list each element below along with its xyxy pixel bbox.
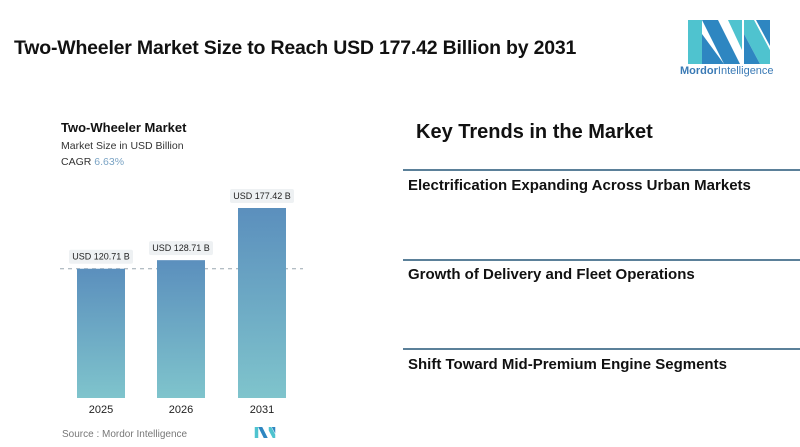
bar-2031 xyxy=(238,208,286,398)
trend-item: Electrification Expanding Across Urban M… xyxy=(408,177,751,194)
data-label-bg xyxy=(230,189,294,203)
mordor-intelligence-logo xyxy=(688,20,770,64)
trend-item: Shift Toward Mid-Premium Engine Segments xyxy=(408,356,727,373)
bar-2026 xyxy=(157,260,205,398)
divider xyxy=(403,169,800,171)
x-tick-label: 2031 xyxy=(250,404,274,416)
page-title: Two-Wheeler Market Size to Reach USD 177… xyxy=(14,37,577,59)
source-note: Source : Mordor Intelligence xyxy=(62,429,188,440)
trend-item: Growth of Delivery and Fleet Operations xyxy=(408,266,695,283)
data-label-bg xyxy=(69,249,133,264)
data-label: USD 177.42 B xyxy=(233,191,291,201)
chart-title: Two-Wheeler Market xyxy=(61,120,187,135)
x-tick-label: 2026 xyxy=(169,404,193,416)
data-label: USD 128.71 B xyxy=(152,243,210,253)
bar-chart: USD 120.71 B 2025 USD 128.71 B 2026 USD 177.… xyxy=(60,189,303,416)
mini-logo-icon xyxy=(254,427,276,438)
trends-title: Key Trends in the Market xyxy=(416,121,653,143)
chart-subtitle: Market Size in USD Billion xyxy=(61,140,184,152)
logo-text: MordorIntelligence xyxy=(680,65,774,77)
bar-2025 xyxy=(77,268,125,398)
chart-cagr: CAGR 6.63% xyxy=(61,156,125,168)
x-tick-label: 2025 xyxy=(89,404,113,416)
cagr-value: 6.63% xyxy=(94,156,125,168)
divider xyxy=(403,348,800,350)
divider xyxy=(403,259,800,261)
data-label: USD 120.71 B xyxy=(72,252,130,262)
data-label-bg xyxy=(149,241,213,256)
